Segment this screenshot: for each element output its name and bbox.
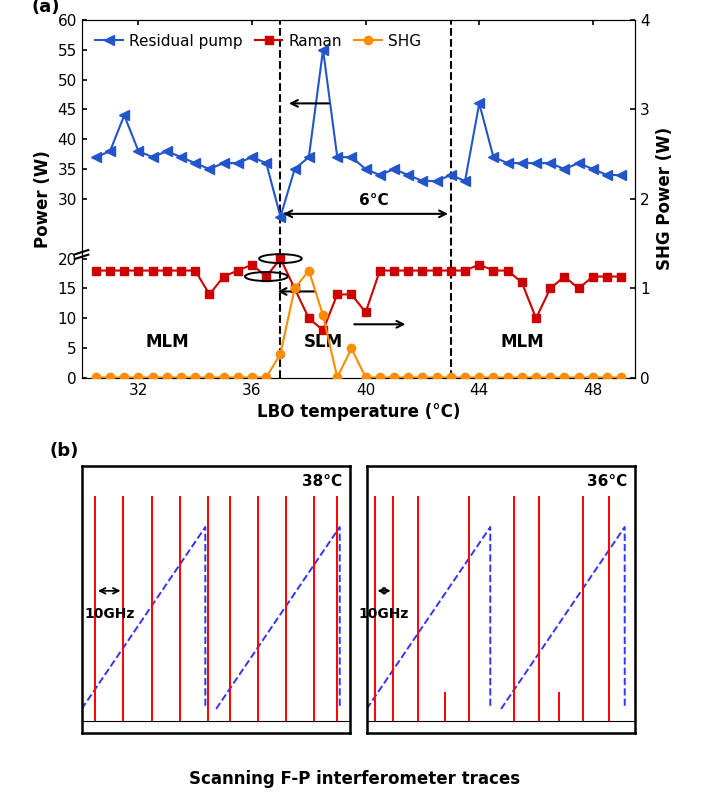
Text: 6°C: 6°C <box>359 193 389 208</box>
Text: (b): (b) <box>50 442 79 460</box>
Text: Scanning F-P interferometer traces: Scanning F-P interferometer traces <box>190 770 520 788</box>
Text: (a): (a) <box>32 0 60 16</box>
Text: 36°C: 36°C <box>587 474 628 489</box>
Text: MLM: MLM <box>500 333 544 351</box>
X-axis label: LBO temperature (°C): LBO temperature (°C) <box>257 403 460 421</box>
Text: 38°C: 38°C <box>302 474 342 489</box>
Y-axis label: SHG Power (W): SHG Power (W) <box>655 128 674 271</box>
Text: 10GHz: 10GHz <box>359 607 409 622</box>
Text: SLM: SLM <box>303 333 343 351</box>
Y-axis label: Power (W): Power (W) <box>34 150 52 248</box>
Text: 10GHz: 10GHz <box>84 607 134 622</box>
Legend: Residual pump, Raman, SHG: Residual pump, Raman, SHG <box>89 28 427 55</box>
Text: MLM: MLM <box>145 333 189 351</box>
